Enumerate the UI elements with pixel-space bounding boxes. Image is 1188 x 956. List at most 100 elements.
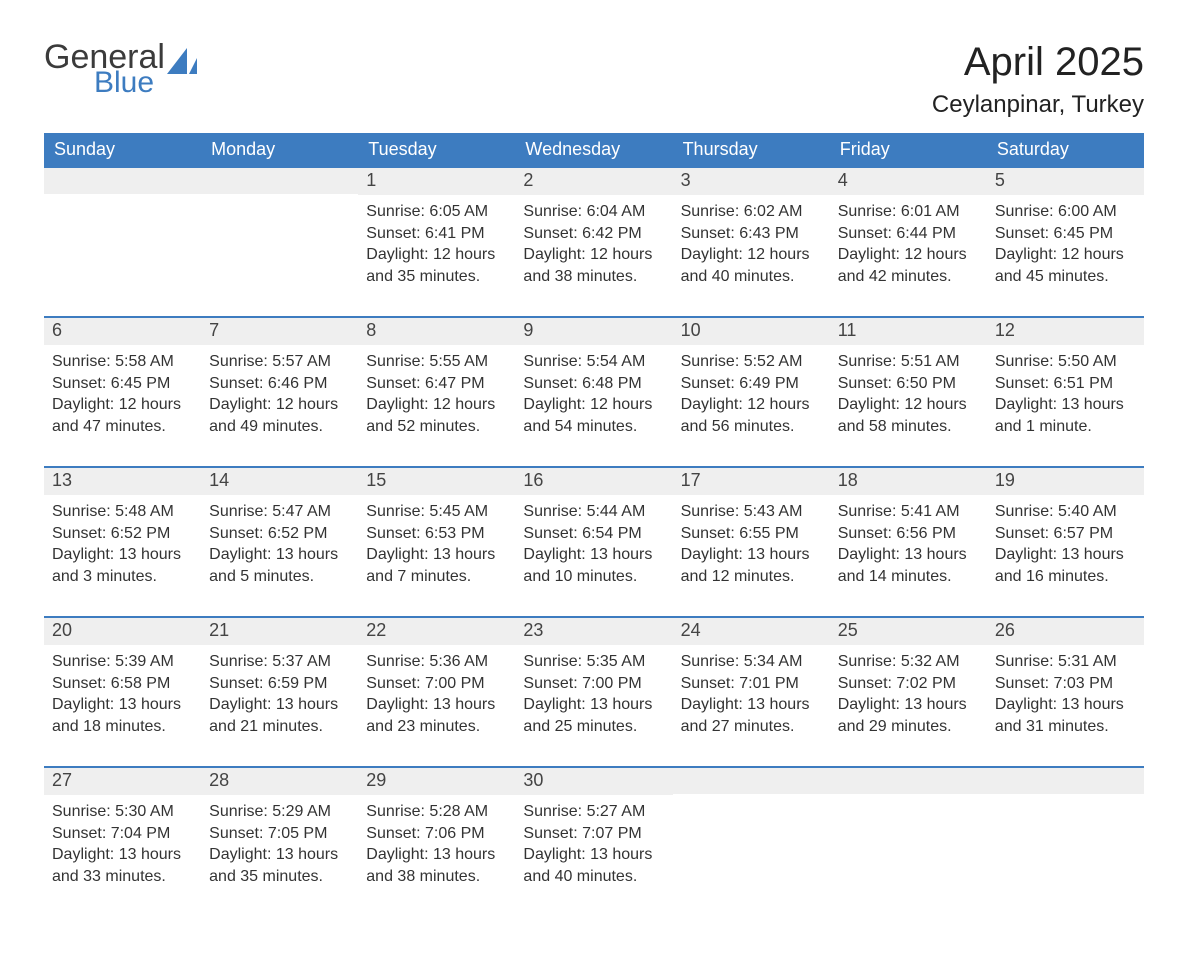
calendar-week-row: 27Sunrise: 5:30 AMSunset: 7:04 PMDayligh… [44,766,1144,916]
day-number: 14 [201,466,358,495]
day-number: 22 [358,616,515,645]
sunset-text: Sunset: 7:04 PM [52,823,193,845]
day-body: Sunrise: 5:37 AMSunset: 6:59 PMDaylight:… [201,645,358,747]
calendar-week-row: 20Sunrise: 5:39 AMSunset: 6:58 PMDayligh… [44,616,1144,766]
day-number: 2 [515,166,672,195]
day-number: 28 [201,766,358,795]
day-body: Sunrise: 5:47 AMSunset: 6:52 PMDaylight:… [201,495,358,597]
weekday-header: Sunday [44,133,201,166]
calendar-cell: 21Sunrise: 5:37 AMSunset: 6:59 PMDayligh… [201,616,358,766]
day-number: 19 [987,466,1144,495]
daylight-text: Daylight: 13 hours and 40 minutes. [523,844,664,887]
day-number: 29 [358,766,515,795]
title-block: April 2025 Ceylanpinar, Turkey [932,40,1144,119]
calendar-week-row: 1Sunrise: 6:05 AMSunset: 6:41 PMDaylight… [44,166,1144,316]
calendar-cell: 29Sunrise: 5:28 AMSunset: 7:06 PMDayligh… [358,766,515,916]
sunset-text: Sunset: 6:58 PM [52,673,193,695]
calendar-cell: 12Sunrise: 5:50 AMSunset: 6:51 PMDayligh… [987,316,1144,466]
day-number [673,766,830,794]
calendar-cell: 20Sunrise: 5:39 AMSunset: 6:58 PMDayligh… [44,616,201,766]
day-number: 23 [515,616,672,645]
day-body: Sunrise: 5:51 AMSunset: 6:50 PMDaylight:… [830,345,987,447]
day-number: 7 [201,316,358,345]
daylight-text: Daylight: 13 hours and 18 minutes. [52,694,193,737]
daylight-text: Daylight: 13 hours and 7 minutes. [366,544,507,587]
weekday-header-row: Sunday Monday Tuesday Wednesday Thursday… [44,133,1144,166]
day-number: 24 [673,616,830,645]
day-body: Sunrise: 5:55 AMSunset: 6:47 PMDaylight:… [358,345,515,447]
sunset-text: Sunset: 6:59 PM [209,673,350,695]
day-number: 21 [201,616,358,645]
sunset-text: Sunset: 6:51 PM [995,373,1136,395]
location-subtitle: Ceylanpinar, Turkey [932,91,1144,119]
day-number: 1 [358,166,515,195]
page-title: April 2025 [932,40,1144,85]
day-number [44,166,201,194]
sunrise-text: Sunrise: 6:00 AM [995,201,1136,223]
sunrise-text: Sunrise: 5:40 AM [995,501,1136,523]
daylight-text: Daylight: 12 hours and 56 minutes. [681,394,822,437]
day-body: Sunrise: 5:27 AMSunset: 7:07 PMDaylight:… [515,795,672,897]
day-body: Sunrise: 5:31 AMSunset: 7:03 PMDaylight:… [987,645,1144,747]
sunrise-text: Sunrise: 5:55 AM [366,351,507,373]
day-body: Sunrise: 5:29 AMSunset: 7:05 PMDaylight:… [201,795,358,897]
calendar-cell: 24Sunrise: 5:34 AMSunset: 7:01 PMDayligh… [673,616,830,766]
sunrise-text: Sunrise: 5:54 AM [523,351,664,373]
day-number: 11 [830,316,987,345]
calendar-cell: 22Sunrise: 5:36 AMSunset: 7:00 PMDayligh… [358,616,515,766]
sunrise-text: Sunrise: 5:30 AM [52,801,193,823]
sunset-text: Sunset: 6:54 PM [523,523,664,545]
day-number: 16 [515,466,672,495]
sunrise-text: Sunrise: 6:01 AM [838,201,979,223]
day-body: Sunrise: 5:36 AMSunset: 7:00 PMDaylight:… [358,645,515,747]
weekday-header: Tuesday [358,133,515,166]
sunrise-text: Sunrise: 5:28 AM [366,801,507,823]
calendar-cell [830,766,987,916]
sunset-text: Sunset: 7:06 PM [366,823,507,845]
day-body: Sunrise: 5:30 AMSunset: 7:04 PMDaylight:… [44,795,201,897]
daylight-text: Daylight: 12 hours and 45 minutes. [995,244,1136,287]
daylight-text: Daylight: 13 hours and 35 minutes. [209,844,350,887]
day-number: 18 [830,466,987,495]
daylight-text: Daylight: 13 hours and 16 minutes. [995,544,1136,587]
sunrise-text: Sunrise: 5:37 AM [209,651,350,673]
sunrise-text: Sunrise: 5:31 AM [995,651,1136,673]
calendar-cell: 9Sunrise: 5:54 AMSunset: 6:48 PMDaylight… [515,316,672,466]
day-number: 20 [44,616,201,645]
sunrise-text: Sunrise: 5:35 AM [523,651,664,673]
day-body: Sunrise: 5:32 AMSunset: 7:02 PMDaylight:… [830,645,987,747]
day-number [830,766,987,794]
sunset-text: Sunset: 6:57 PM [995,523,1136,545]
day-body: Sunrise: 6:05 AMSunset: 6:41 PMDaylight:… [358,195,515,297]
day-body: Sunrise: 5:28 AMSunset: 7:06 PMDaylight:… [358,795,515,897]
calendar-cell [44,166,201,316]
sunset-text: Sunset: 7:07 PM [523,823,664,845]
sunrise-text: Sunrise: 5:41 AM [838,501,979,523]
daylight-text: Daylight: 13 hours and 29 minutes. [838,694,979,737]
sunrise-text: Sunrise: 5:48 AM [52,501,193,523]
day-body: Sunrise: 5:43 AMSunset: 6:55 PMDaylight:… [673,495,830,597]
sunset-text: Sunset: 6:45 PM [995,223,1136,245]
day-number: 30 [515,766,672,795]
calendar-cell: 27Sunrise: 5:30 AMSunset: 7:04 PMDayligh… [44,766,201,916]
daylight-text: Daylight: 13 hours and 27 minutes. [681,694,822,737]
daylight-text: Daylight: 13 hours and 21 minutes. [209,694,350,737]
calendar-cell: 17Sunrise: 5:43 AMSunset: 6:55 PMDayligh… [673,466,830,616]
day-body: Sunrise: 6:02 AMSunset: 6:43 PMDaylight:… [673,195,830,297]
calendar-cell [673,766,830,916]
calendar-week-row: 6Sunrise: 5:58 AMSunset: 6:45 PMDaylight… [44,316,1144,466]
calendar-cell: 1Sunrise: 6:05 AMSunset: 6:41 PMDaylight… [358,166,515,316]
day-number: 27 [44,766,201,795]
calendar-cell: 18Sunrise: 5:41 AMSunset: 6:56 PMDayligh… [830,466,987,616]
daylight-text: Daylight: 13 hours and 5 minutes. [209,544,350,587]
sunrise-text: Sunrise: 5:52 AM [681,351,822,373]
day-number: 12 [987,316,1144,345]
calendar-cell: 5Sunrise: 6:00 AMSunset: 6:45 PMDaylight… [987,166,1144,316]
sunrise-text: Sunrise: 5:27 AM [523,801,664,823]
daylight-text: Daylight: 13 hours and 38 minutes. [366,844,507,887]
weekday-header: Wednesday [515,133,672,166]
sunset-text: Sunset: 7:05 PM [209,823,350,845]
day-number: 13 [44,466,201,495]
calendar-cell: 6Sunrise: 5:58 AMSunset: 6:45 PMDaylight… [44,316,201,466]
day-number: 17 [673,466,830,495]
